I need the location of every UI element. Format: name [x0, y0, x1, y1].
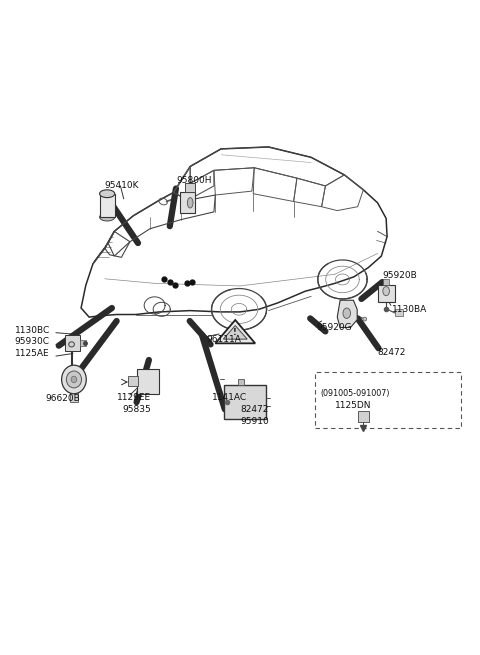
Ellipse shape: [383, 287, 389, 295]
Ellipse shape: [69, 342, 74, 347]
Text: 95410K: 95410K: [105, 181, 139, 191]
FancyBboxPatch shape: [137, 369, 159, 394]
Text: 82472: 82472: [240, 405, 268, 414]
Text: !: !: [233, 328, 237, 337]
Ellipse shape: [99, 213, 115, 221]
Text: 95800H: 95800H: [176, 176, 212, 185]
Text: 95920B: 95920B: [383, 271, 417, 280]
Bar: [395, 309, 403, 316]
Ellipse shape: [66, 371, 82, 388]
Text: 82472: 82472: [378, 348, 406, 357]
Text: 95930C: 95930C: [14, 337, 49, 346]
Polygon shape: [216, 320, 255, 343]
Bar: [315, 371, 461, 428]
Ellipse shape: [99, 190, 115, 198]
FancyBboxPatch shape: [65, 335, 80, 351]
FancyBboxPatch shape: [224, 385, 265, 419]
Ellipse shape: [71, 376, 77, 383]
Text: 1130BC: 1130BC: [14, 326, 50, 335]
Text: 1129EE: 1129EE: [117, 393, 151, 402]
Text: 95920G: 95920G: [316, 323, 351, 332]
FancyBboxPatch shape: [128, 375, 137, 386]
Text: 96620B: 96620B: [46, 394, 80, 403]
Text: 1130BA: 1130BA: [392, 305, 427, 314]
Bar: [80, 340, 86, 346]
Text: 1125DN: 1125DN: [335, 401, 372, 410]
Bar: [384, 280, 389, 285]
Bar: [238, 379, 244, 385]
FancyBboxPatch shape: [185, 183, 195, 193]
Ellipse shape: [61, 365, 86, 394]
Bar: [70, 391, 78, 402]
Polygon shape: [337, 300, 357, 328]
FancyBboxPatch shape: [378, 285, 395, 301]
FancyBboxPatch shape: [180, 193, 195, 213]
Ellipse shape: [187, 198, 193, 208]
Text: 96111A: 96111A: [207, 335, 241, 344]
Text: 95835: 95835: [122, 405, 151, 414]
Ellipse shape: [363, 317, 367, 321]
Polygon shape: [223, 326, 247, 339]
Text: 95910: 95910: [240, 417, 269, 426]
Text: 1125AE: 1125AE: [14, 349, 49, 358]
Text: 1141AC: 1141AC: [212, 393, 247, 402]
FancyBboxPatch shape: [99, 194, 115, 217]
Text: (091005-091007): (091005-091007): [321, 389, 390, 398]
FancyBboxPatch shape: [358, 411, 369, 422]
Ellipse shape: [343, 308, 350, 318]
